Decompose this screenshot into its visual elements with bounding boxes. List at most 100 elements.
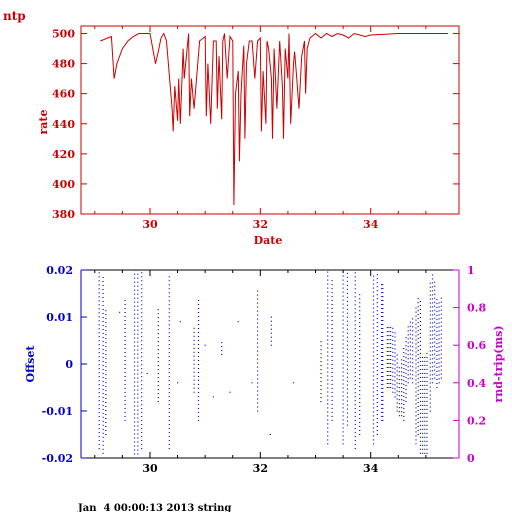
- offset-point: [415, 315, 417, 317]
- offset-point: [102, 305, 104, 306]
- offset-point: [168, 392, 170, 394]
- offset-point: [331, 364, 333, 365]
- offset-point: [429, 354, 431, 356]
- offset-point: [386, 363, 388, 364]
- offset-point: [372, 363, 375, 365]
- offset-point: [434, 297, 436, 299]
- offset-point: [327, 319, 329, 321]
- offset-point: [417, 402, 419, 403]
- offset-point: [376, 358, 378, 360]
- offset-point: [124, 332, 126, 333]
- offset-point: [376, 294, 378, 296]
- offset-point: [372, 359, 375, 361]
- offset-point: [133, 357, 136, 359]
- offset-point: [168, 384, 170, 386]
- offset-point: [415, 383, 417, 385]
- offset-point: [342, 371, 344, 373]
- offset-point: [424, 436, 426, 438]
- offset-point: [105, 334, 107, 336]
- offset-point: [137, 393, 139, 395]
- offset-point: [407, 338, 409, 340]
- offset-point: [193, 343, 195, 345]
- offset-point: [124, 316, 126, 317]
- offset-point: [133, 393, 136, 395]
- offset-point: [434, 341, 436, 343]
- offset-point: [434, 309, 436, 311]
- offset-point: [438, 370, 440, 372]
- offset-point: [431, 282, 434, 284]
- offset-point: [436, 331, 438, 333]
- offset-point: [98, 292, 100, 294]
- offset-point: [434, 301, 436, 303]
- offset-point: [426, 436, 428, 438]
- offset-point: [342, 291, 344, 293]
- offset-point: [431, 382, 434, 384]
- offset-point: [412, 374, 414, 376]
- offset-point: [157, 329, 159, 331]
- offset-point: [376, 278, 378, 280]
- offset-point: [102, 384, 104, 386]
- offset-point: [392, 391, 394, 393]
- offset-point: [168, 348, 170, 350]
- offset-point: [359, 402, 361, 403]
- offset-point: [342, 311, 344, 313]
- offset-point: [197, 300, 200, 301]
- offset-point: [257, 318, 259, 320]
- offset-point: [392, 371, 394, 373]
- offset-point: [409, 361, 411, 363]
- offset-point: [157, 353, 159, 355]
- offset-point: [381, 364, 383, 365]
- offset-point: [382, 344, 384, 345]
- offset-point: [398, 387, 400, 389]
- offset-point: [382, 399, 384, 401]
- offset-point: [137, 401, 139, 403]
- offset-point: [376, 274, 378, 276]
- offset-point: [415, 403, 417, 405]
- offset-point: [429, 342, 431, 344]
- offset-point: [382, 312, 384, 313]
- offset-point: [381, 379, 383, 381]
- offset-point: [342, 307, 344, 309]
- offset-point: [403, 391, 405, 393]
- offset-point: [372, 351, 375, 353]
- offset-point: [137, 341, 139, 343]
- offset-point: [331, 383, 333, 385]
- offset-point: [257, 390, 259, 392]
- offset-point: [141, 360, 143, 362]
- offset-x-tick-label: 32: [253, 462, 268, 475]
- offset-point: [168, 296, 170, 298]
- offset-point: [382, 360, 384, 361]
- offset-point: [133, 361, 136, 363]
- offset-point: [137, 353, 139, 355]
- offset-point: [331, 399, 333, 401]
- offset-point: [386, 339, 388, 341]
- offset-point: [396, 402, 398, 404]
- offset-point: [440, 345, 442, 347]
- offset-point: [327, 439, 329, 441]
- offset-point: [407, 366, 409, 368]
- offset-point: [426, 420, 428, 422]
- offset-point: [197, 308, 200, 309]
- offset-point: [133, 301, 136, 303]
- offset-point: [390, 347, 392, 349]
- offset-point: [372, 387, 375, 389]
- offset-point: [403, 415, 405, 417]
- offset-point: [327, 315, 329, 317]
- offset-point: [376, 430, 378, 431]
- offset-point: [419, 408, 421, 410]
- offset-point: [382, 284, 384, 286]
- offset-point: [415, 347, 417, 349]
- offset-point: [168, 416, 170, 418]
- offset-point: [434, 285, 436, 287]
- offset-point: [419, 309, 421, 310]
- offset-point: [424, 356, 426, 358]
- offset-point: [388, 383, 390, 384]
- offset-point: [141, 280, 143, 282]
- offset-point: [372, 415, 375, 417]
- offset-point: [390, 343, 392, 345]
- offset-point: [401, 391, 403, 393]
- offset-point: [426, 412, 428, 414]
- offset-point: [105, 374, 107, 376]
- offset-point: [327, 435, 329, 437]
- offset-point: [419, 432, 421, 434]
